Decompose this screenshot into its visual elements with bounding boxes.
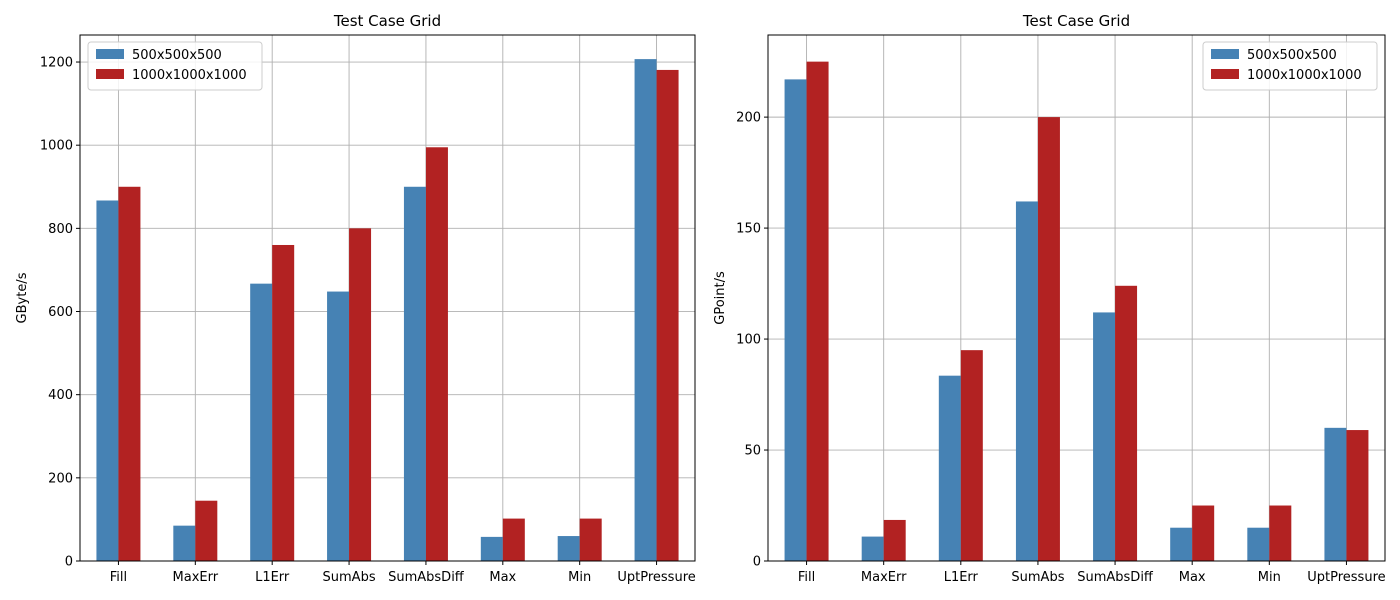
bar-1000x1000x1000-UptPressure bbox=[656, 69, 679, 561]
legend-box bbox=[87, 41, 263, 91]
chart-gbyte-per-second: 0 200 400 600 800 1000 1200 Fill MaxErr L1Err SumA… bbox=[15, 12, 696, 585]
bar-500x500x500-Fill bbox=[96, 200, 119, 561]
y-tick-label: 50 bbox=[744, 444, 761, 459]
bar-500x500x500-UptPressure bbox=[1324, 427, 1347, 561]
legend: 500x500x500 1000x1000x1000 bbox=[87, 41, 263, 91]
bar-500x500x500-L1Err bbox=[250, 283, 273, 561]
y-tick-label: 800 bbox=[48, 222, 73, 237]
legend: 500x500x500 1000x1000x1000 bbox=[1202, 41, 1378, 91]
y-tick-label: 0 bbox=[65, 555, 73, 570]
y-tick-label: 150 bbox=[736, 222, 761, 237]
bar-1000x1000x1000-Max bbox=[1192, 505, 1215, 561]
x-tick-label: UptPressure bbox=[617, 570, 695, 585]
x-tick-label: SumAbs bbox=[323, 570, 376, 585]
x-tick-label: L1Err bbox=[944, 570, 979, 585]
y-tick-label: 200 bbox=[48, 471, 73, 486]
bar-500x500x500-Max bbox=[480, 536, 503, 561]
x-tick-label: Fill bbox=[110, 570, 127, 585]
x-tick-label: MaxErr bbox=[861, 570, 907, 585]
legend-label: 500x500x500 bbox=[132, 48, 222, 63]
legend-swatch bbox=[96, 49, 124, 59]
bar-1000x1000x1000-SumAbs bbox=[349, 228, 372, 561]
legend-swatch bbox=[96, 69, 124, 79]
bar-500x500x500-Max bbox=[1170, 527, 1193, 561]
legend-swatch bbox=[1211, 49, 1239, 59]
bar-1000x1000x1000-SumAbs bbox=[1037, 117, 1060, 562]
bar-500x500x500-SumAbs bbox=[1015, 201, 1038, 562]
x-tick-label: Min bbox=[568, 570, 591, 585]
bar-500x500x500-L1Err bbox=[938, 375, 961, 561]
bar-500x500x500-Min bbox=[557, 536, 580, 561]
legend-label: 1000x1000x1000 bbox=[132, 68, 247, 83]
plot-frame bbox=[79, 34, 696, 562]
y-tick-label: 1000 bbox=[40, 139, 73, 154]
bar-500x500x500-UptPressure bbox=[634, 59, 657, 561]
bar-1000x1000x1000-SumAbsDiff bbox=[425, 147, 448, 561]
bar-500x500x500-Fill bbox=[784, 79, 807, 561]
y-tick-label: 600 bbox=[48, 305, 73, 320]
bar-1000x1000x1000-MaxErr bbox=[883, 519, 906, 561]
x-tick-label: Min bbox=[1258, 570, 1281, 585]
bar-1000x1000x1000-MaxErr bbox=[195, 500, 218, 561]
chart-gpoint-per-second: 0 50 100 150 200 Fill MaxErr L1Err SumAbs SumAbsD… bbox=[713, 12, 1386, 585]
bar-500x500x500-Min bbox=[1247, 527, 1270, 561]
x-tick-label: SumAbsDiff bbox=[1077, 570, 1154, 585]
y-tick-label: 0 bbox=[753, 555, 761, 570]
y-tick-label: 200 bbox=[736, 111, 761, 126]
x-tick-label: SumAbs bbox=[1011, 570, 1064, 585]
bar-1000x1000x1000-Fill bbox=[806, 61, 829, 562]
y-tick-label: 400 bbox=[48, 388, 73, 403]
x-tick-label: Max bbox=[489, 570, 516, 585]
chart-title: Test Case Grid bbox=[1022, 12, 1130, 30]
y-tick-label: 1200 bbox=[40, 56, 73, 71]
chart-title: Test Case Grid bbox=[333, 12, 441, 30]
bar-1000x1000x1000-SumAbsDiff bbox=[1115, 285, 1138, 561]
legend-box bbox=[1202, 41, 1378, 91]
bar-1000x1000x1000-Min bbox=[579, 518, 602, 561]
bar-1000x1000x1000-L1Err bbox=[272, 244, 295, 561]
bar-500x500x500-SumAbsDiff bbox=[403, 186, 426, 561]
x-tick-label: MaxErr bbox=[173, 570, 219, 585]
legend-label: 1000x1000x1000 bbox=[1247, 68, 1362, 83]
y-tick-label: 100 bbox=[736, 333, 761, 348]
bar-500x500x500-SumAbs bbox=[327, 291, 350, 561]
bar-500x500x500-MaxErr bbox=[173, 525, 196, 561]
bar-1000x1000x1000-Min bbox=[1269, 505, 1292, 561]
bar-1000x1000x1000-L1Err bbox=[960, 350, 983, 561]
legend-swatch bbox=[1211, 69, 1239, 79]
x-tick-label: UptPressure bbox=[1307, 570, 1385, 585]
bar-500x500x500-SumAbsDiff bbox=[1093, 312, 1116, 561]
x-tick-label: L1Err bbox=[255, 570, 290, 585]
bar-1000x1000x1000-Fill bbox=[118, 186, 141, 561]
legend-label: 500x500x500 bbox=[1247, 48, 1337, 63]
x-tick-label: SumAbsDiff bbox=[388, 570, 465, 585]
y-axis-label: GPoint/s bbox=[713, 271, 728, 325]
x-tick-label: Fill bbox=[798, 570, 815, 585]
plot-frame bbox=[767, 34, 1386, 562]
bar-1000x1000x1000-UptPressure bbox=[1346, 430, 1369, 561]
bar-500x500x500-MaxErr bbox=[861, 536, 884, 561]
x-tick-label: Max bbox=[1179, 570, 1206, 585]
y-axis-label: GByte/s bbox=[15, 272, 30, 323]
bar-1000x1000x1000-Max bbox=[502, 518, 525, 561]
